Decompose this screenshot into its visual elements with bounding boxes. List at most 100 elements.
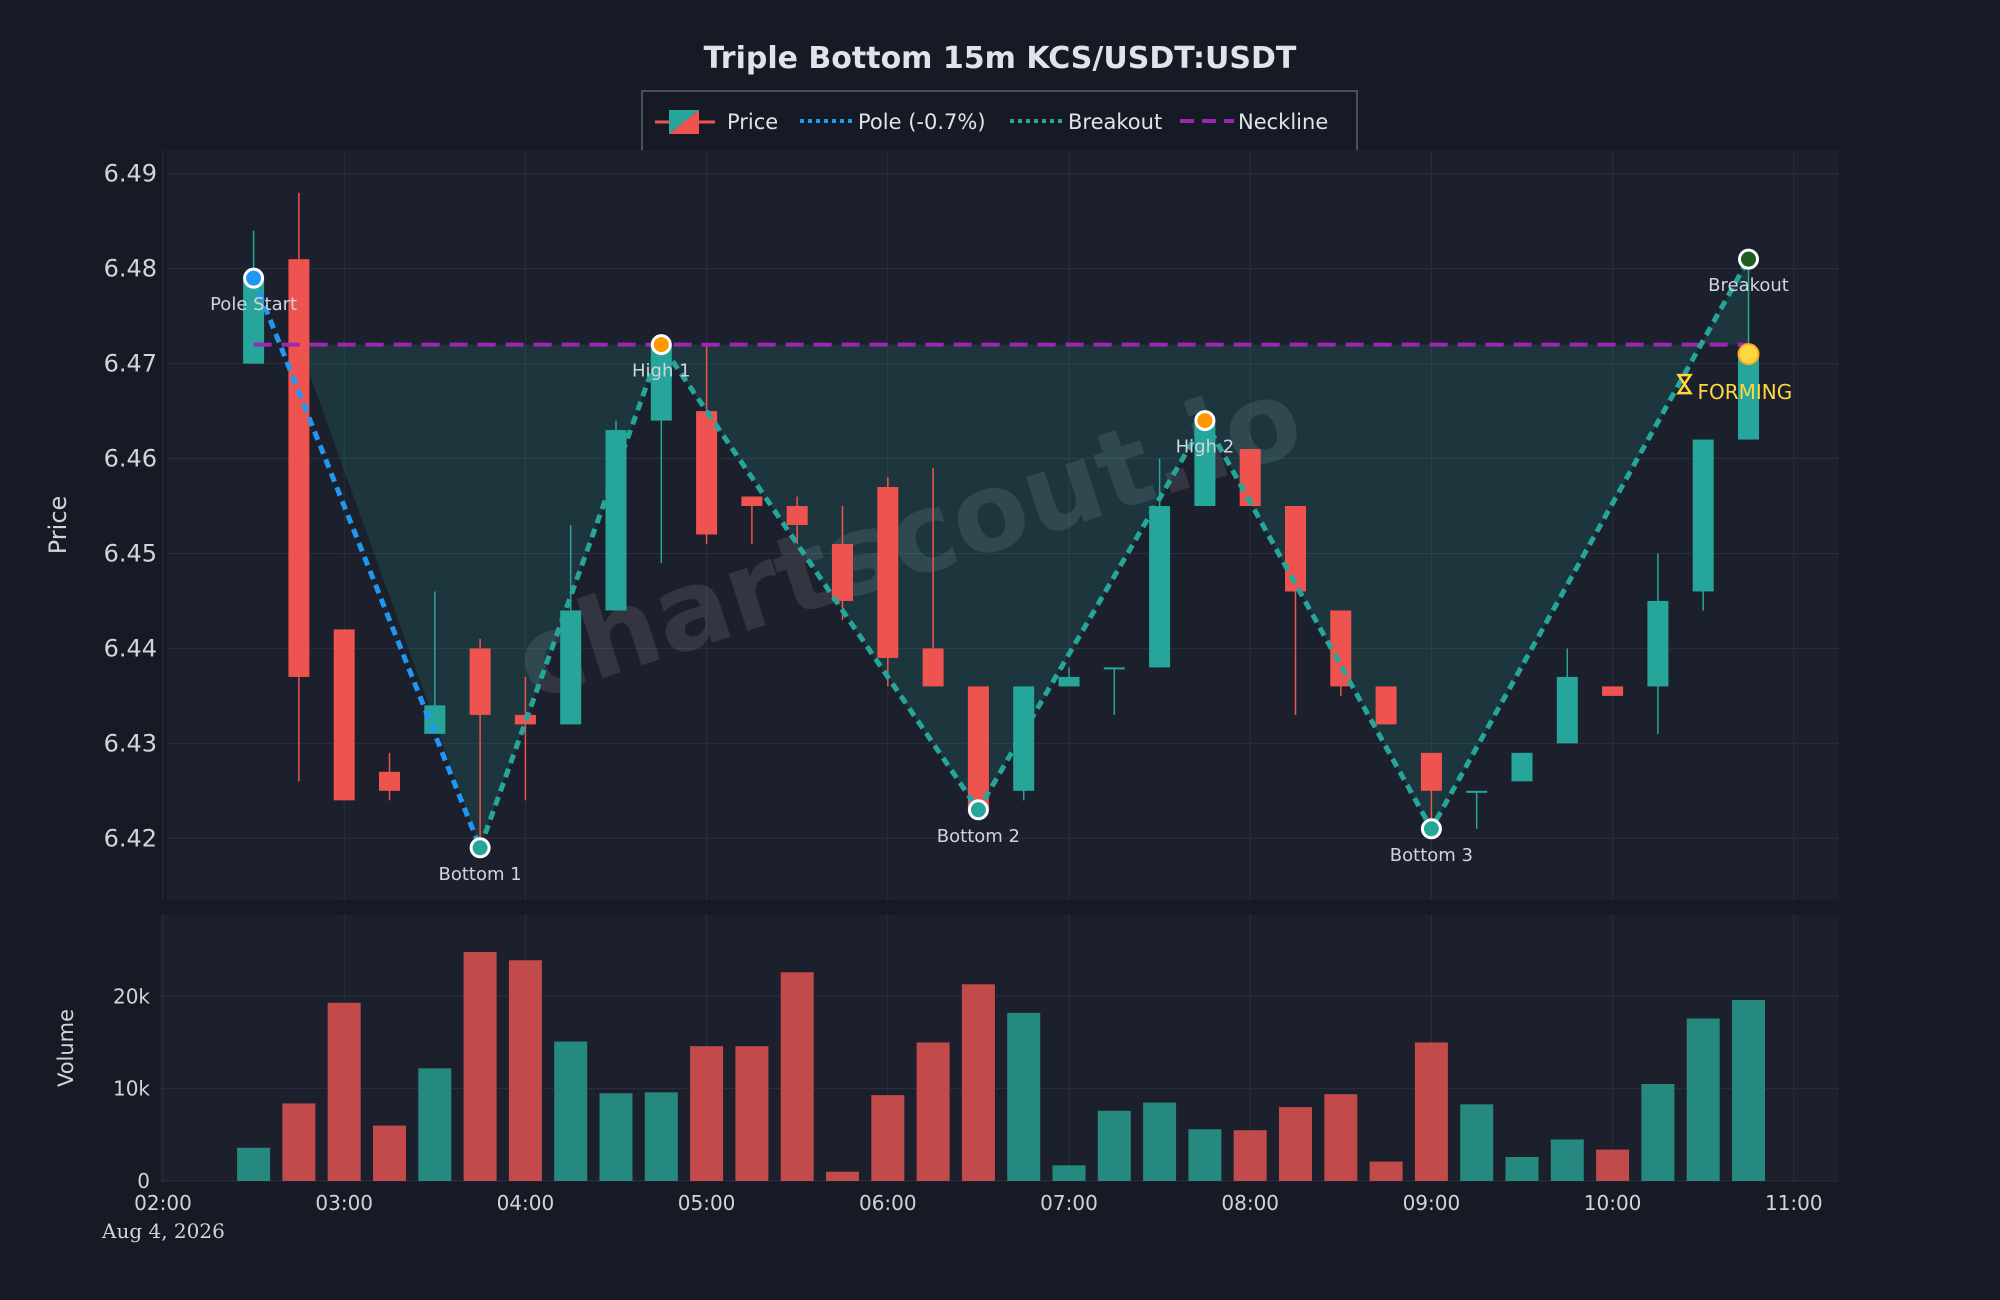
candle-body-down bbox=[1602, 686, 1624, 696]
volume-bar-up bbox=[1460, 1104, 1494, 1181]
volume-bars bbox=[237, 951, 1765, 1181]
volume-panel bbox=[160, 915, 1839, 1181]
candle-body-down bbox=[469, 648, 491, 715]
candle-body-up bbox=[1738, 354, 1759, 440]
volume-bar-down bbox=[780, 972, 814, 1181]
candle-body-down bbox=[832, 543, 853, 601]
price-panel bbox=[167, 150, 1839, 900]
point-label: Bottom 1 bbox=[438, 864, 521, 885]
grid bbox=[160, 150, 1839, 1182]
candle-body-down bbox=[379, 771, 400, 791]
volume-bar-down bbox=[1279, 1107, 1312, 1181]
y-tick-label: 6.48 bbox=[104, 255, 157, 283]
point-label: High 2 bbox=[1176, 437, 1235, 458]
candle-body-down bbox=[786, 506, 808, 525]
candles bbox=[243, 192, 1759, 848]
volume-bar-down bbox=[1414, 1042, 1448, 1181]
candle-body-down bbox=[922, 648, 944, 687]
y-tick-label: 6.44 bbox=[104, 634, 157, 662]
breakout-marker bbox=[1738, 248, 1759, 270]
volume-bar-up bbox=[1097, 1110, 1131, 1181]
legend-item-dashed-purple: Neckline bbox=[1180, 110, 1328, 134]
volume-bar-up bbox=[1188, 1129, 1222, 1181]
y-tick-label: 6.47 bbox=[104, 350, 157, 378]
volume-bar-down bbox=[463, 951, 497, 1181]
candle-body-down bbox=[1375, 686, 1397, 725]
candle-body-up bbox=[1647, 600, 1669, 687]
volume-bar-up bbox=[237, 1147, 271, 1181]
legend-label: Pole (-0.7%) bbox=[858, 110, 986, 134]
legend-price-down bbox=[669, 110, 699, 134]
candle-body-down bbox=[333, 629, 355, 801]
candle-body-up bbox=[1466, 790, 1488, 793]
volume-bar-down bbox=[871, 1095, 905, 1181]
volume-bar-up bbox=[1732, 999, 1765, 1181]
legend: Price Pole (-0.7%) Breakout Neckline bbox=[641, 90, 1358, 154]
candle-body-up bbox=[560, 610, 582, 725]
y-tick-label: 6.46 bbox=[104, 445, 157, 473]
candle-body-up bbox=[243, 278, 265, 364]
candle-body-up bbox=[1058, 676, 1080, 687]
candle-body-down bbox=[1285, 506, 1306, 592]
volume-bar-down bbox=[1369, 1161, 1403, 1181]
candle-body-down bbox=[741, 496, 763, 507]
candle-body-down bbox=[967, 686, 989, 810]
x-tick-label: 03:00 bbox=[315, 1191, 373, 1215]
x-tick-label: 02:00 bbox=[134, 1191, 192, 1215]
volume-tick-label: 20k bbox=[113, 984, 150, 1008]
volume-bar-down bbox=[1596, 1149, 1630, 1181]
volume-bar-up bbox=[1052, 1165, 1086, 1181]
point-label: Bottom 2 bbox=[937, 826, 1020, 847]
pattern-markers: Pole Start Bottom 1 High 1 Bottom 2 High 2 Bo… bbox=[210, 248, 1793, 885]
legend-item-dotted-teal: Breakout bbox=[1010, 110, 1162, 134]
candle-body-up bbox=[1511, 752, 1533, 782]
forming-label: FORMING bbox=[1698, 380, 1793, 404]
volume-bar-down bbox=[735, 1046, 769, 1181]
candle-body-down bbox=[696, 411, 718, 535]
volume-bar-down bbox=[690, 1046, 724, 1181]
date-label: Aug 4, 2026 bbox=[101, 1219, 225, 1243]
candle-body-down bbox=[288, 259, 310, 677]
volume-bar-down bbox=[826, 1171, 859, 1181]
forming-marker bbox=[1737, 343, 1760, 366]
chart-title: Triple Bottom 15m KCS/USDT:USDT bbox=[704, 41, 1297, 76]
volume-bar-up bbox=[1143, 1102, 1177, 1181]
pattern-lines bbox=[251, 257, 1751, 849]
legend-frame bbox=[641, 90, 1358, 154]
pole-line bbox=[251, 277, 483, 849]
volume-bar-down bbox=[508, 960, 542, 1181]
candle-body-up bbox=[605, 430, 627, 611]
volume-tick-label: 0 bbox=[137, 1169, 150, 1193]
candle-body-down bbox=[1330, 610, 1352, 687]
legend-item-dotted-blue: Pole (-0.7%) bbox=[800, 110, 986, 134]
candle-body-up bbox=[1556, 676, 1578, 744]
x-tick-label: 07:00 bbox=[1040, 1191, 1098, 1215]
x-tick-label: 05:00 bbox=[678, 1191, 736, 1215]
x-tick-label: 09:00 bbox=[1403, 1191, 1461, 1215]
volume-bar-down bbox=[282, 1103, 316, 1181]
breakout-line bbox=[477, 257, 1751, 849]
y-tick-label: 6.42 bbox=[104, 824, 157, 852]
volume-bar-up bbox=[599, 1093, 633, 1181]
legend-label: Neckline bbox=[1238, 110, 1328, 134]
x-tick-label: 08:00 bbox=[1221, 1191, 1279, 1215]
volume-bar-up bbox=[418, 1068, 452, 1181]
volume-bar-up bbox=[1641, 1084, 1675, 1181]
candle-body-up bbox=[1149, 506, 1171, 668]
candle-body-up bbox=[1692, 439, 1714, 592]
point-label: Pole Start bbox=[210, 294, 297, 315]
volume-bar-up bbox=[1007, 1012, 1041, 1181]
volume-bar-down bbox=[1324, 1094, 1358, 1181]
legend-label: Price bbox=[727, 110, 778, 134]
high-marker bbox=[1194, 410, 1216, 432]
candle-body-up bbox=[1194, 420, 1216, 507]
point-label: High 1 bbox=[632, 361, 691, 382]
volume-bar-down bbox=[916, 1042, 950, 1181]
bottom-marker bbox=[967, 799, 989, 821]
volume-bar-down bbox=[327, 1002, 361, 1181]
y-tick-label: 6.45 bbox=[104, 539, 157, 567]
bottom-marker bbox=[469, 837, 491, 859]
volume-bar-down bbox=[373, 1125, 406, 1181]
y-axis-label: Price bbox=[44, 496, 72, 555]
